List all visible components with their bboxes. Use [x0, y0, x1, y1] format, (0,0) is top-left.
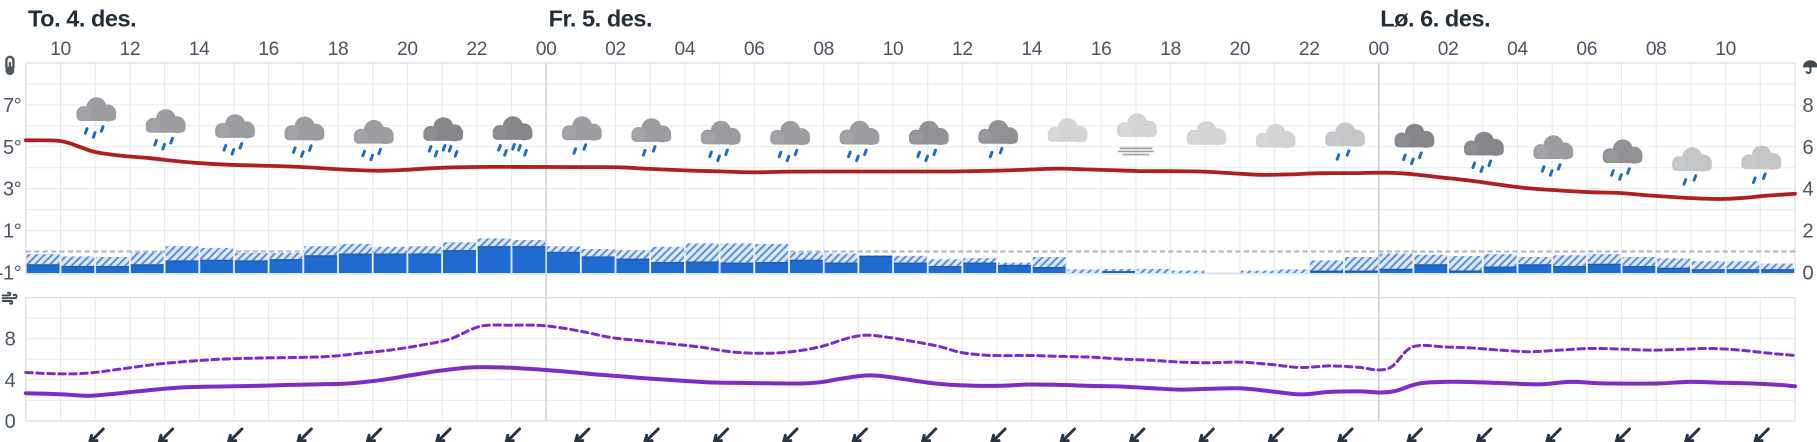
svg-text:5°: 5°	[3, 137, 22, 159]
svg-text:00: 00	[536, 39, 557, 60]
svg-text:0: 0	[5, 411, 16, 433]
svg-text:18: 18	[1160, 39, 1181, 60]
svg-text:02: 02	[1438, 39, 1459, 60]
svg-text:18: 18	[328, 39, 349, 60]
svg-text:4: 4	[1803, 179, 1814, 201]
svg-text:12: 12	[952, 39, 973, 60]
svg-text:6: 6	[1803, 137, 1814, 159]
svg-text:20: 20	[1230, 39, 1251, 60]
svg-text:04: 04	[1507, 39, 1528, 60]
svg-text:4: 4	[5, 370, 16, 392]
svg-text:10: 10	[1715, 39, 1736, 60]
svg-text:-1°: -1°	[0, 263, 22, 285]
svg-text:20: 20	[397, 39, 418, 60]
svg-text:14: 14	[189, 39, 210, 60]
svg-text:16: 16	[258, 39, 279, 60]
svg-text:22: 22	[1299, 39, 1320, 60]
svg-text:04: 04	[675, 39, 696, 60]
svg-text:Fr. 5. des.: Fr. 5. des.	[549, 6, 652, 32]
svg-text:14: 14	[1021, 39, 1042, 60]
svg-text:00: 00	[1368, 39, 1389, 60]
svg-text:16: 16	[1091, 39, 1112, 60]
svg-text:12: 12	[120, 39, 141, 60]
svg-text:08: 08	[813, 39, 834, 60]
svg-text:8: 8	[1803, 95, 1814, 117]
svg-text:2: 2	[1803, 221, 1814, 243]
svg-text:22: 22	[466, 39, 487, 60]
svg-text:3°: 3°	[3, 179, 22, 201]
svg-text:1°: 1°	[3, 221, 22, 243]
svg-text:10: 10	[883, 39, 904, 60]
svg-text:10: 10	[50, 39, 71, 60]
svg-text:08: 08	[1646, 39, 1667, 60]
svg-text:02: 02	[605, 39, 626, 60]
svg-text:8: 8	[5, 329, 16, 351]
svg-text:7°: 7°	[3, 95, 22, 117]
svg-text:To. 4. des.: To. 4. des.	[28, 6, 136, 32]
svg-text:06: 06	[1576, 39, 1597, 60]
svg-text:06: 06	[744, 39, 765, 60]
svg-text:0: 0	[1803, 263, 1814, 285]
svg-text:Lø. 6. des.: Lø. 6. des.	[1380, 6, 1490, 32]
